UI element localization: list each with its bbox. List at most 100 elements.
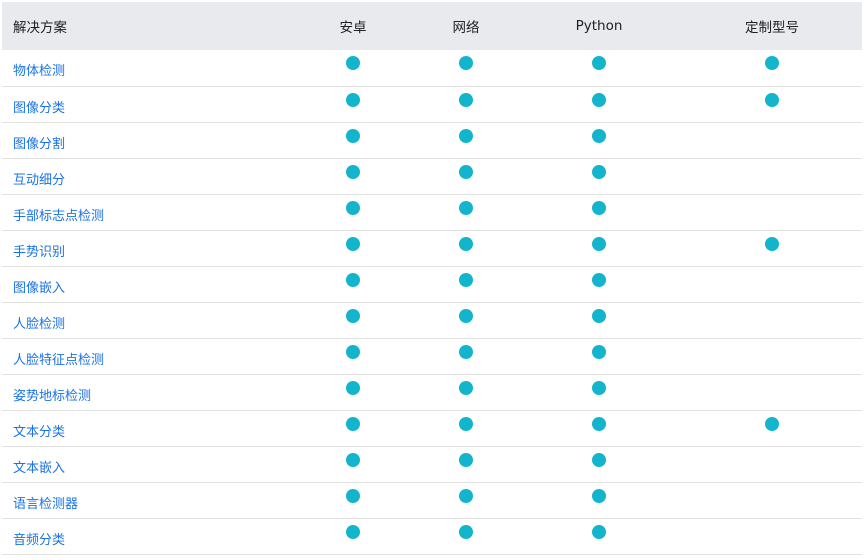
solution-name-cell: 手势识别 (2, 230, 290, 266)
supported-dot-icon (346, 164, 360, 179)
support-cell-android (290, 86, 416, 122)
table-row: 互动细分 (2, 158, 862, 194)
support-cell-python (516, 266, 682, 302)
solution-name-cell: 文本分类 (2, 410, 290, 446)
support-cell-python (516, 374, 682, 410)
supported-dot-icon (592, 524, 606, 539)
support-cell-android (290, 446, 416, 482)
supported-dot-icon (592, 452, 606, 467)
support-cell-web (416, 302, 516, 338)
table-row: 语言检测器 (2, 482, 862, 518)
support-cell-web (416, 482, 516, 518)
solution-link[interactable]: 手势识别 (13, 244, 66, 260)
support-cell-android (290, 122, 416, 158)
supported-dot-icon (346, 200, 360, 215)
supported-dot-icon (592, 56, 606, 71)
solution-link[interactable]: 互动细分 (13, 172, 66, 188)
supported-dot-icon (346, 128, 360, 143)
support-cell-python (516, 230, 682, 266)
supported-dot-icon (346, 488, 360, 503)
supported-dot-icon (346, 380, 360, 395)
solution-name-cell: 姿势地标检测 (2, 374, 290, 410)
support-cell-web (416, 158, 516, 194)
solution-link[interactable]: 人脸特征点检测 (13, 352, 105, 368)
solution-name-cell: 音频分类 (2, 518, 290, 554)
support-cell-android (290, 518, 416, 554)
supported-dot-icon (459, 380, 473, 395)
supported-dot-icon (592, 164, 606, 179)
solution-link[interactable]: 文本分类 (13, 424, 66, 440)
supported-dot-icon (765, 92, 779, 107)
table-row: 文本分类 (2, 410, 862, 446)
supported-dot-icon (592, 128, 606, 143)
solution-name-cell: 图像分割 (2, 122, 290, 158)
support-cell-python (516, 50, 682, 86)
support-cell-python (516, 302, 682, 338)
table-body: 物体检测图像分类图像分割互动细分手部标志点检测 手势识别图像嵌入人脸检测人脸特征点… (2, 50, 862, 554)
table-row: 手部标志点检测 (2, 194, 862, 230)
support-cell-web (416, 518, 516, 554)
support-cell-web (416, 374, 516, 410)
supported-dot-icon (459, 524, 473, 539)
table-row: 手势识别 (2, 230, 862, 266)
solution-name-cell: 图像分类 (2, 86, 290, 122)
solution-link[interactable]: 图像嵌入 (13, 280, 66, 296)
support-cell-android (290, 230, 416, 266)
support-cell-python (516, 338, 682, 374)
solution-name-cell: 文本嵌入 (2, 446, 290, 482)
column-header-custom-model: 定制型号 (745, 20, 799, 36)
supported-dot-icon (592, 344, 606, 359)
solutions-support-table-container: 解决方案 安卓 网络 Python 定制型号 物体检测 图像分类 图像分割 互动细分手… (2, 2, 862, 555)
support-cell-android (290, 374, 416, 410)
supported-dot-icon (459, 416, 473, 431)
supported-dot-icon (346, 272, 360, 287)
table-row: 图像分类 (2, 86, 862, 122)
support-cell-android (290, 266, 416, 302)
column-header-web: 网络 (452, 20, 480, 36)
table-row: 音频分类 (2, 518, 862, 554)
solution-link[interactable]: 手部标志点检测 (13, 208, 105, 224)
column-header-python: Python (575, 18, 623, 34)
solution-link[interactable]: 图像分割 (13, 136, 66, 152)
solution-link[interactable]: 文本嵌入 (13, 460, 66, 476)
support-cell-web (416, 410, 516, 446)
supported-dot-icon (459, 308, 473, 323)
solution-link[interactable]: 语言检测器 (13, 496, 79, 512)
solution-link[interactable]: 人脸检测 (13, 316, 66, 332)
supported-dot-icon (459, 452, 473, 467)
supported-dot-icon (459, 344, 473, 359)
support-cell-android (290, 338, 416, 374)
supported-dot-icon (592, 92, 606, 107)
supported-dot-icon (346, 308, 360, 323)
support-cell-web (416, 338, 516, 374)
solution-link[interactable]: 物体检测 (13, 64, 66, 80)
supported-dot-icon (765, 416, 779, 431)
solutions-support-table: 解决方案 安卓 网络 Python 定制型号 物体检测 图像分类 图像分割 互动细分手… (2, 2, 862, 555)
solution-link[interactable]: 姿势地标检测 (13, 388, 92, 404)
support-cell-custom-model (682, 410, 862, 446)
support-cell-android (290, 50, 416, 86)
solution-name-cell: 物体检测 (2, 50, 290, 86)
support-cell-custom-model (682, 338, 862, 374)
table-row: 文本嵌入 (2, 446, 862, 482)
supported-dot-icon (592, 380, 606, 395)
support-cell-python (516, 446, 682, 482)
support-cell-python (516, 122, 682, 158)
supported-dot-icon (592, 272, 606, 287)
solution-name-cell: 互动细分 (2, 158, 290, 194)
supported-dot-icon (459, 92, 473, 107)
supported-dot-icon (346, 236, 360, 251)
supported-dot-icon (346, 416, 360, 431)
support-cell-android (290, 482, 416, 518)
table-row: 物体检测 (2, 50, 862, 86)
support-cell-custom-model (682, 482, 862, 518)
supported-dot-icon (592, 308, 606, 323)
solution-link[interactable]: 音频分类 (13, 532, 66, 548)
solution-name-cell: 人脸检测 (2, 302, 290, 338)
supported-dot-icon (459, 164, 473, 179)
support-cell-custom-model (682, 50, 862, 86)
support-cell-custom-model (682, 374, 862, 410)
support-cell-web (416, 266, 516, 302)
support-cell-custom-model (682, 446, 862, 482)
solution-link[interactable]: 图像分类 (13, 100, 66, 116)
